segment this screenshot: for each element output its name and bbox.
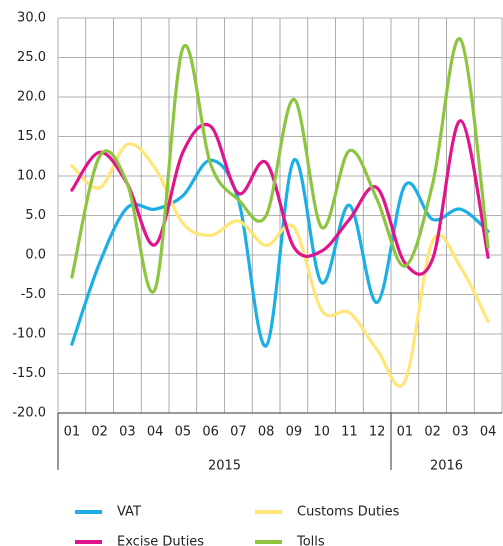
x-tick-label: 02	[424, 425, 441, 440]
y-tick-label: -5.0	[21, 287, 46, 302]
series-line	[70, 37, 490, 294]
y-tick-label: -20.0	[12, 406, 46, 421]
y-tick-label: 5.0	[25, 208, 46, 223]
x-tick-label: 01	[397, 425, 414, 440]
y-tick-label: 30.0	[17, 11, 46, 26]
group-label: 2015	[208, 459, 241, 474]
y-tick-label: 25.0	[17, 50, 46, 65]
x-tick-label: 08	[258, 425, 275, 440]
legend-label: VAT	[117, 505, 141, 520]
series-line	[70, 142, 490, 388]
y-tick-label: 15.0	[17, 129, 46, 144]
x-tick-label: 09	[286, 425, 303, 440]
x-tick-label: 10	[313, 425, 330, 440]
series-line	[70, 158, 490, 348]
series-line	[70, 119, 490, 276]
x-tick-label: 02	[91, 425, 108, 440]
legend-label: Tolls	[296, 535, 325, 546]
x-tick-label: 04	[147, 425, 164, 440]
x-tick-label: 12	[369, 425, 386, 440]
x-tick-label: 03	[119, 425, 136, 440]
x-tick-label: 01	[64, 425, 81, 440]
x-tick-label: 05	[175, 425, 192, 440]
x-tick-label: 11	[341, 425, 358, 440]
y-tick-label: 10.0	[17, 169, 46, 184]
legend-label: Customs Duties	[297, 505, 400, 520]
y-tick-label: -15.0	[12, 366, 46, 381]
legend-label: Excise Duties	[117, 535, 204, 546]
x-tick-label: 07	[230, 425, 247, 440]
x-tick-label: 06	[202, 425, 219, 440]
x-tick-label: 04	[480, 425, 497, 440]
group-label: 2016	[430, 459, 463, 474]
x-tick-label: 03	[452, 425, 469, 440]
y-tick-label: 20.0	[17, 90, 46, 105]
y-tick-label: -10.0	[12, 327, 46, 342]
y-tick-label: 0.0	[25, 248, 46, 263]
